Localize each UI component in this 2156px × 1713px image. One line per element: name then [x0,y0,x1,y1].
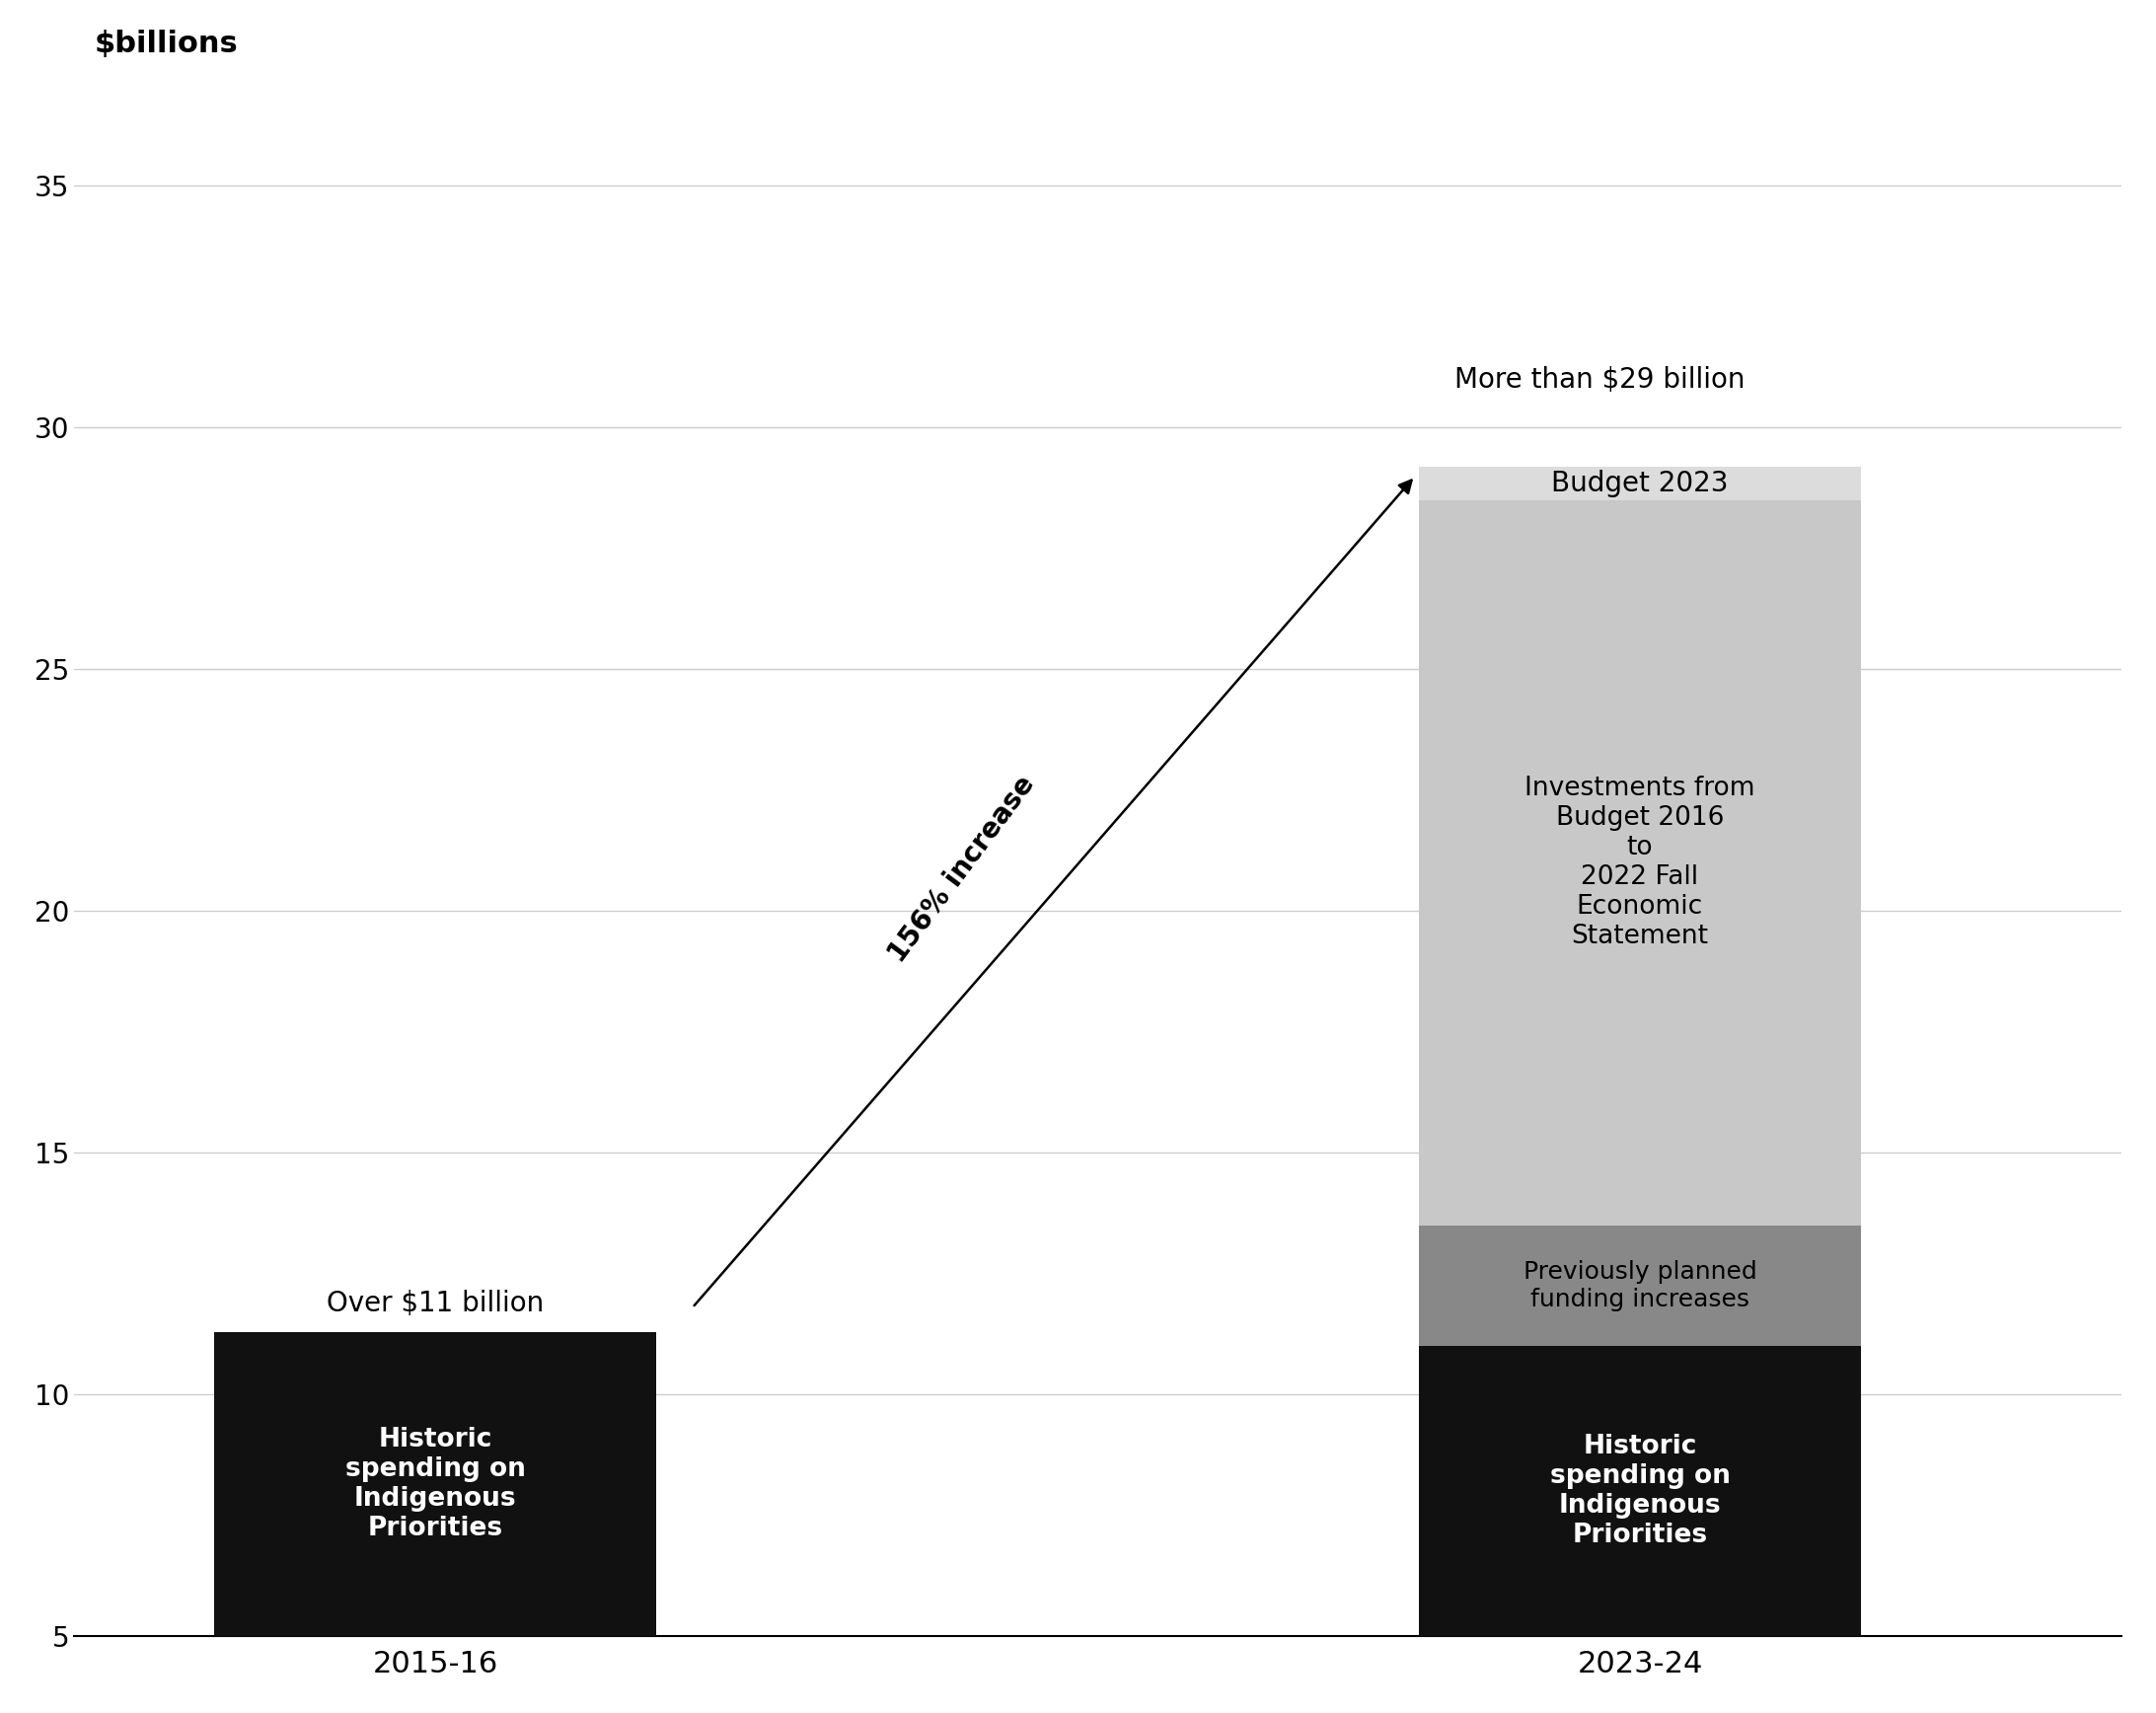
Text: Historic
spending on
Indigenous
Priorities: Historic spending on Indigenous Prioriti… [1550,1434,1729,1549]
Text: Over $11 billion: Over $11 billion [328,1290,543,1317]
Text: More than $29 billion: More than $29 billion [1455,367,1744,394]
Bar [1419,1225,1861,1346]
Text: Budget 2023: Budget 2023 [1552,469,1729,497]
Text: $billions: $billions [95,29,239,58]
Text: 156% increase: 156% increase [884,771,1041,968]
Bar [1419,466,1861,500]
Text: Previously planned
funding increases: Previously planned funding increases [1522,1261,1757,1312]
Text: Investments from
Budget 2016
to
2022 Fall
Economic
Statement: Investments from Budget 2016 to 2022 Fal… [1524,776,1755,949]
Bar [216,1331,655,1636]
Text: Historic
spending on
Indigenous
Priorities: Historic spending on Indigenous Prioriti… [345,1427,526,1542]
Bar [1419,1346,1861,1636]
Bar [1419,500,1861,1225]
